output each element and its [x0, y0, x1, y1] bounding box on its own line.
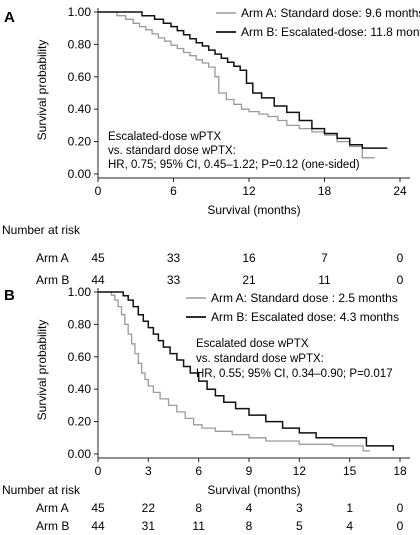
- x-tick-label: 6: [170, 184, 177, 198]
- risk-table-cell: 3: [296, 501, 303, 515]
- y-tick-label: 0.00: [68, 167, 92, 181]
- panel-b-risk-row-label-arm-b: Arm B: [36, 519, 69, 533]
- x-tick-label: 6: [195, 464, 202, 478]
- panel-b-y-axis-label: Survival probability: [35, 320, 49, 421]
- y-tick-label: 0.20: [68, 415, 92, 429]
- panel-b-risk-row-label-arm-a: Arm A: [36, 501, 69, 515]
- risk-table-cell: 33: [167, 273, 181, 287]
- panel-b-y-ticks: 0.00 0.20 0.40 0.60 0.80 1.00: [68, 285, 98, 461]
- panel-a-arm-b-curve: [98, 11, 388, 149]
- x-tick-label: 24: [393, 184, 407, 198]
- x-tick-label: 0: [95, 184, 102, 198]
- risk-table-cell: 5: [296, 519, 303, 533]
- y-tick-label: 1.00: [68, 285, 92, 299]
- x-tick-label: 12: [242, 184, 256, 198]
- risk-table-cell: 11: [192, 519, 205, 533]
- y-tick-label: 0.60: [68, 350, 92, 364]
- risk-table-cell: 8: [195, 501, 202, 515]
- x-tick-label: 18: [318, 184, 332, 198]
- panel-a-annotation: Escalated-dose wPTX vs. standard dose wP…: [108, 131, 360, 171]
- y-tick-label: 0.00: [68, 447, 92, 461]
- panel-b-legend-arm-a: Arm A: Standard dose : 2.5 months: [211, 291, 398, 305]
- risk-table-cell: 45: [91, 251, 105, 265]
- panel-b-risk-table: Number at risk Arm A Arm B 45 22 8 4 3 1 044 31…: [2, 483, 404, 533]
- panel-b-arm-b-curve: [98, 291, 395, 451]
- x-tick-label: 3: [145, 464, 152, 478]
- panel-a-risk-title: Number at risk: [2, 223, 81, 237]
- panel-b-risk-title: Number at risk: [2, 483, 81, 497]
- panel-a-arm-a-curve: [98, 11, 375, 159]
- panel-a-annotation-line-2: vs. standard dose wPTX:: [108, 145, 236, 157]
- panel-a-legend: Arm A: Standard dose: 9.6 months Arm B: …: [216, 6, 420, 39]
- risk-table-cell: 11: [318, 273, 331, 287]
- x-tick-label: 12: [293, 464, 307, 478]
- panel-b-legend-arm-b: Arm B: Escalated dose: 4.3 months: [211, 310, 399, 324]
- panel-a-legend-arm-b: Arm B: Escalated-dose: 11.8 months: [241, 25, 420, 39]
- y-tick-label: 0.80: [68, 317, 92, 331]
- x-tick-label: 15: [343, 464, 357, 478]
- panel-b-annotation-line-1: Escalated dose wPTX: [196, 338, 309, 350]
- panel-a-annotation-line-1: Escalated-dose wPTX: [108, 131, 221, 143]
- panel-b-legend: Arm A: Standard dose : 2.5 months Arm B:…: [186, 291, 399, 324]
- x-tick-label: 0: [95, 464, 102, 478]
- panel-b-annotation-line-2: vs. standard dose wPTX:: [196, 353, 324, 365]
- risk-table-cell: 0: [397, 251, 404, 265]
- panel-b-annotation-line-3: HR, 0.55; 95% CI, 0.34–0.90; P=0.017: [196, 368, 393, 380]
- panel-a-y-axis-label: Survival probability: [35, 40, 49, 141]
- y-tick-label: 0.20: [68, 135, 92, 149]
- risk-table-cell: 4: [246, 501, 253, 515]
- x-tick-label: 18: [393, 464, 407, 478]
- panel-a-y-ticks: 0.00 0.20 0.40 0.60 0.80 1.00: [68, 5, 98, 181]
- panel-b-arm-a-curve: [98, 291, 370, 452]
- risk-table-cell: 16: [242, 251, 256, 265]
- risk-table-cell: 33: [167, 251, 181, 265]
- panel-b-x-axis-label: Survival (months): [207, 483, 300, 497]
- risk-table-cell: 22: [142, 501, 156, 515]
- panel-a-risk-table: Number at risk Arm A Arm B 45 33 16 7 0 44 33 2…: [2, 223, 404, 287]
- risk-table-cell: 0: [397, 273, 404, 287]
- risk-table-cell: 4: [346, 519, 353, 533]
- risk-table-cell: 8: [246, 519, 253, 533]
- y-tick-label: 1.00: [68, 5, 92, 19]
- panel-a-annotation-line-3: HR, 0.75; 95% CI, 0.45–1.22; P=0.12 (one…: [108, 159, 360, 171]
- risk-table-cell: 45: [91, 501, 105, 515]
- y-tick-label: 0.40: [68, 102, 92, 116]
- y-tick-label: 0.40: [68, 382, 92, 396]
- panel-b-annotation: Escalated dose wPTX vs. standard dose wP…: [196, 338, 393, 380]
- risk-table-cell: 44: [91, 519, 105, 533]
- risk-table-cell: 44: [91, 273, 105, 287]
- panel-b-x-ticks: 0 3 6 9 12 15 18: [95, 458, 407, 478]
- x-tick-label: 9: [246, 464, 253, 478]
- panel-a-x-axis-label: Survival (months): [207, 203, 300, 217]
- risk-table-cell: 31: [142, 519, 156, 533]
- y-tick-label: 0.60: [68, 70, 92, 84]
- panel-a: A Survival probability 0.000.200.400.600…: [2, 5, 420, 287]
- risk-table-cell: 0: [397, 519, 404, 533]
- risk-table-cell: 1: [346, 501, 353, 515]
- panel-a-risk-row-label-arm-a: Arm A: [36, 251, 69, 265]
- panel-b: B Survival probability 0.000.200.400.600…: [2, 285, 410, 533]
- panel-a-risk-row-label-arm-b: Arm B: [36, 273, 69, 287]
- risk-table-cell: 21: [242, 273, 256, 287]
- y-tick-label: 0.80: [68, 37, 92, 51]
- panel-a-label: A: [4, 9, 15, 26]
- panel-a-x-ticks: 0 6 12 18 24: [95, 178, 407, 198]
- risk-table-cell: 7: [321, 251, 328, 265]
- risk-table-cell: 0: [397, 501, 404, 515]
- panel-a-legend-arm-a: Arm A: Standard dose: 9.6 months: [241, 6, 420, 20]
- panel-b-label: B: [4, 287, 15, 304]
